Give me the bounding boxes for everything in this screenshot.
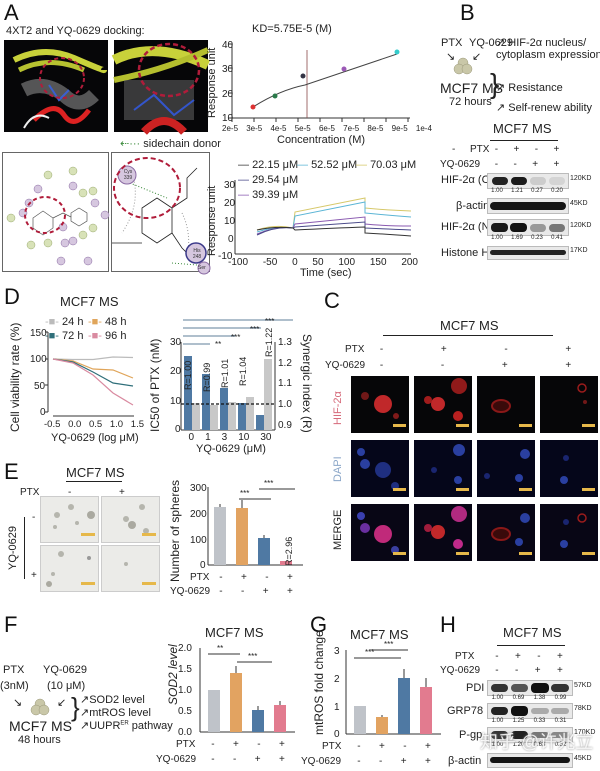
- sensorgram-xlabel: Time (sec): [300, 267, 352, 279]
- brace-icon: }: [71, 692, 80, 722]
- sphere-image-ctrl: [40, 496, 99, 543]
- panel-label-e: E: [4, 459, 19, 484]
- western-blot-beta-actin: [487, 198, 569, 214]
- western-blot-hif2a-n: [487, 219, 569, 236]
- docking-title: 4XT2 and YQ-0629 docking:: [6, 25, 145, 37]
- western-blot-beta-actin-h: [487, 753, 573, 768]
- if-dapi-ptx: [414, 440, 472, 497]
- if-hif2a-ctrl: [351, 376, 409, 433]
- western-blot-pgp: [487, 727, 573, 743]
- if-hif2a-combo: [540, 376, 598, 433]
- ic50-chart: [180, 319, 293, 431]
- sensorgram-ylabel: Response unit: [206, 185, 218, 256]
- sensorgram-xticks: -100 -50 0 50 100 150 200: [228, 257, 418, 268]
- if-dapi-combo: [540, 440, 598, 497]
- watermark: 知乎 @许兆立: [480, 732, 594, 752]
- sphere-image-combo: [101, 545, 160, 592]
- panel-label-b: B: [460, 0, 475, 25]
- kd-xticks: 2e-5 3e-5 4e-5 5e-5 6e-5 7e-5 8e-5 9e-5 …: [222, 124, 432, 133]
- if-merge-ptx: [414, 504, 472, 561]
- kd-chart: [228, 43, 410, 122]
- sidechain-legend: ⇠··· sidechain donor: [120, 138, 221, 150]
- interaction-map-icon: [6, 166, 110, 266]
- sod2-chart: [199, 648, 295, 733]
- sphere-image-yq: [40, 545, 99, 592]
- arrow-icon: ↙: [57, 697, 67, 709]
- if-dapi-ctrl: [351, 440, 409, 497]
- western-blot-grp78: [487, 703, 573, 719]
- sphere-image-ptx: [101, 496, 160, 543]
- residue-cys339: Cys 339: [123, 169, 133, 181]
- if-dapi-yq: [477, 440, 535, 497]
- docking-image-zoom: [111, 40, 211, 135]
- sensorgram-chart: [234, 180, 412, 255]
- arrow-icon: ↙: [472, 51, 482, 63]
- kd-ylabel: Response unit: [206, 47, 218, 118]
- sidechain-arrow-icon: ⇠···: [120, 138, 141, 150]
- residue-ser: Ser: [198, 265, 206, 271]
- interaction-diagram-2d: [2, 152, 110, 272]
- if-merge-yq: [477, 504, 535, 561]
- interaction-diagram-zoom: Cys 339 His 248 Ser: [111, 152, 211, 275]
- spheres-chart: [207, 487, 303, 566]
- kd-chart-title: KD=5.75E-5 (M): [252, 23, 332, 35]
- mtros-chart: [345, 649, 441, 735]
- residue-his248: His 248: [192, 248, 202, 260]
- protein-ribbon-icon: [12, 48, 107, 129]
- western-blot-hif2a-c: [487, 173, 569, 189]
- spheroid-icon: [453, 57, 473, 75]
- western-blot-pdi: [487, 680, 573, 696]
- if-merge-ctrl: [351, 504, 409, 561]
- panel-label-d: D: [4, 284, 20, 309]
- spheroid-icon: [30, 698, 50, 716]
- if-hif2a-yq: [477, 376, 535, 433]
- panel-label-a: A: [4, 0, 19, 25]
- protein-ribbon-zoom-icon: [111, 42, 211, 135]
- docking-image-overview: [4, 40, 108, 132]
- viability-chart: [45, 331, 134, 417]
- interaction-zoom-map-icon: [112, 157, 211, 275]
- kd-xlabel: Concentration (M): [277, 134, 366, 146]
- brace-icon: }: [490, 68, 500, 99]
- western-blot-histone-h3: [487, 246, 569, 260]
- if-merge-combo: [540, 504, 598, 561]
- panel-label-g: G: [310, 612, 328, 637]
- panel-label-f: F: [4, 612, 18, 637]
- panel-label-c: C: [324, 288, 340, 313]
- panel-label-h: H: [440, 612, 456, 637]
- if-hif2a-ptx: [414, 376, 472, 433]
- arrow-icon: ↘: [446, 51, 456, 63]
- arrow-icon: ↘: [13, 697, 23, 709]
